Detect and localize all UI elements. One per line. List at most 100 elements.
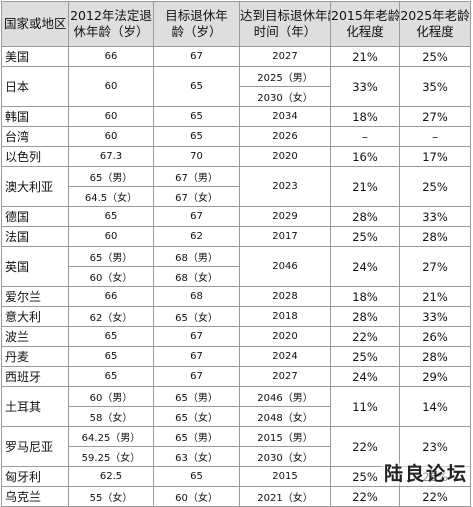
table-row: 英国 65（男） 68（男） 2046 24% 27%: [1, 246, 471, 287]
aging-2025-cell: 26%: [399, 326, 471, 347]
table-row: 60（女） 68（女）: [2, 266, 471, 287]
retire-age-2012-cell: 65（男）: [68, 246, 154, 267]
header-aging-2025-line1: 2025年老龄: [400, 8, 470, 23]
target-age-cell: 67: [153, 46, 240, 67]
aging-2015-cell: 33%: [330, 66, 400, 107]
aging-2025-cell: 14%: [399, 386, 471, 427]
aging-2025-cell: 25%: [399, 166, 471, 207]
aging-2015-cell: 16%: [330, 146, 400, 167]
aging-2015-cell: 28%: [330, 206, 400, 227]
retire-age-2012-cell: 62.5: [68, 466, 154, 487]
retire-age-2012-cell: 58（女）: [68, 406, 154, 427]
reach-year-cell: 2030（女）: [239, 446, 331, 467]
target-age-cell: 67: [153, 326, 240, 347]
target-age-cell: 65: [153, 126, 240, 147]
target-age-cell: 65（男）: [153, 426, 240, 447]
table-row: 台湾 60 65 2026– –: [1, 126, 471, 147]
header-target-age-line2: 龄（岁）: [171, 24, 222, 39]
header-retire-2012-line2: 休年龄（岁）: [73, 24, 149, 39]
target-age-cell: 67: [153, 366, 240, 387]
aging-2015-cell: 25%: [330, 346, 400, 367]
target-age-cell: 70: [153, 146, 240, 167]
header-retire-2012-line1: 2012年法定退: [70, 8, 152, 23]
reach-year-cell: 2034: [239, 106, 331, 127]
table-row: 美国 66 67 2027 21% 25%: [1, 46, 471, 67]
retire-age-2012-cell: 55（女）: [68, 486, 154, 507]
retire-age-2012-cell: 60（男）: [68, 386, 154, 407]
target-age-cell: 67（男）: [153, 166, 240, 187]
table-row: 罗马尼亚 64.25（男） 65（男） 2015（男） 22% 23%: [1, 426, 471, 467]
retire-age-2012-cell: 65: [68, 206, 154, 227]
header-country: 国家或地区: [1, 1, 69, 47]
reach-year-cell: 2015: [239, 466, 331, 487]
header-aging-2015-line2: 化程度: [346, 24, 384, 39]
country-cell: 土耳其: [1, 386, 69, 427]
aging-2025-cell: 27%: [399, 106, 471, 127]
reach-year-cell: 2027: [239, 366, 331, 387]
aging-2025-cell: 22%: [399, 486, 471, 507]
retire-age-2012-cell: 60: [68, 66, 154, 107]
header-aging-2025: 2025年老龄 化程度: [399, 1, 471, 47]
aging-2015-cell: 22%: [330, 486, 400, 507]
retire-age-2012-cell: 62（女）: [68, 306, 154, 327]
reach-year-cell: 2028: [239, 286, 331, 307]
country-cell: 澳大利亚: [1, 166, 69, 207]
aging-2025-cell: 21%: [399, 286, 471, 307]
reach-year-cell: 2024: [239, 346, 331, 367]
aging-2025-cell: 28%: [399, 346, 471, 367]
country-cell: 乌克兰: [1, 486, 69, 507]
aging-2025-cell: 33%: [399, 306, 471, 327]
table-row: 日本 60 65 2025（男） 33% 35%: [1, 66, 471, 107]
aging-2015-cell: 18%: [330, 106, 400, 127]
reach-year-cell: 2020: [239, 326, 331, 347]
header-reach-year-line2: 时间（年）: [253, 24, 317, 39]
header-aging-2025-line2: 化程度: [416, 24, 454, 39]
table-row: 土耳其 60（男） 65（男） 2046（男） 11% 14%: [1, 386, 471, 427]
table-body: 美国 66 67 2027 21% 25% 日本 60 65 2025（男） 33% 35% 2030（…: [1, 46, 471, 507]
reach-year-cell: 2018: [239, 306, 331, 327]
target-age-cell: 60（女）: [153, 486, 240, 507]
table-row: 法国 60 62 2017 25% 28%: [1, 226, 471, 247]
aging-2015-cell: 28%: [330, 306, 400, 327]
country-cell: 德国: [1, 206, 69, 227]
country-cell: 波兰: [1, 326, 69, 347]
retire-age-2012-cell: 64.5（女）: [68, 186, 154, 207]
aging-2025-cell: 33%: [399, 206, 471, 227]
table-row: 丹麦 65 67 2024 25% 28%: [1, 346, 471, 367]
retire-age-2012-cell: 60: [68, 106, 154, 127]
table-row: 意大利 62（女） 65（女） 2018 28% 33%: [1, 306, 471, 327]
header-target-age-line1: 目标退休年: [165, 8, 228, 23]
header-reach-year-line1: 达到目标退休年龄: [240, 8, 331, 23]
reach-year-cell: 2030（女）: [239, 86, 331, 107]
table-row: 西班牙 65 67 2027 24% 29%: [1, 366, 471, 387]
country-cell: 美国: [1, 46, 69, 67]
header-row: 国家或地区 2012年法定退 休年龄（岁） 目标退休年 龄（岁） 达到目标退休年…: [1, 1, 471, 47]
retire-age-2012-cell: 60（女）: [68, 266, 154, 287]
retire-age-2012-cell: 66: [68, 286, 154, 307]
header-retire-2012: 2012年法定退 休年龄（岁）: [68, 1, 154, 47]
header-aging-2015-line1: 2015年老龄: [331, 8, 400, 23]
reach-year-cell: 2027: [239, 46, 331, 67]
table-row: 乌克兰 55（女） 60（女） 2021（女） 22% 22%: [1, 486, 471, 507]
table-row: 澳大利亚 65（男） 67（男） 2023 21% 25%: [1, 166, 471, 207]
country-cell: 爱尔兰: [1, 286, 69, 307]
retire-age-2012-cell: 66: [68, 46, 154, 67]
table-row: 以色列 67.3 70 2020 16% 17%: [1, 146, 471, 167]
country-cell: 韩国: [1, 106, 69, 127]
reach-year-cell: 2023: [239, 166, 331, 207]
retire-age-2012-cell: 65: [68, 366, 154, 387]
reach-year-cell: 2046: [239, 246, 331, 287]
aging-2015-cell: 25%: [330, 226, 400, 247]
aging-2015-cell: 21%: [330, 46, 400, 67]
reach-year-cell: 2029: [239, 206, 331, 227]
reach-year-cell: 2048（女）: [239, 406, 331, 427]
aging-2015-cell: 11%: [330, 386, 400, 427]
retire-age-2012-cell: 60: [68, 226, 154, 247]
aging-2015-cell: 24%: [330, 366, 400, 387]
retire-age-2012-cell: 64.25（男）: [68, 426, 154, 447]
target-age-cell: 65（男）: [153, 386, 240, 407]
country-cell: 西班牙: [1, 366, 69, 387]
table-row: 波兰 65 67 2020 22% 26%: [1, 326, 471, 347]
table-row: 韩国 60 65 2034 18% 27%: [1, 106, 471, 127]
